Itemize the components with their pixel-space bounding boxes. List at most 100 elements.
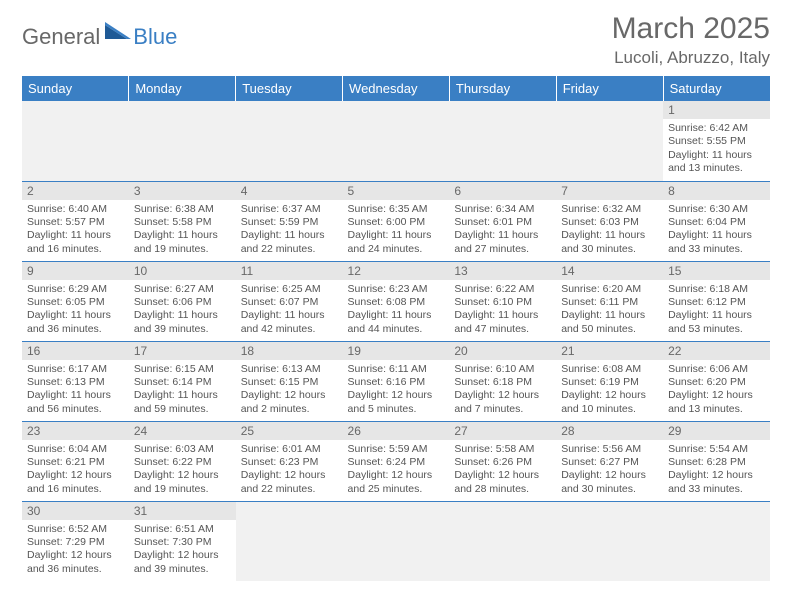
month-title: March 2025 [612, 12, 770, 46]
sunrise-text: Sunrise: 6:34 AM [454, 203, 551, 216]
sunrise-text: Sunrise: 5:58 AM [454, 443, 551, 456]
calendar-empty-cell [343, 501, 450, 581]
calendar-week-row: 2Sunrise: 6:40 AMSunset: 5:57 PMDaylight… [22, 181, 770, 261]
day-info: Sunrise: 6:17 AMSunset: 6:13 PMDaylight:… [22, 360, 129, 421]
day-info: Sunrise: 6:06 AMSunset: 6:20 PMDaylight:… [663, 360, 770, 421]
sunrise-text: Sunrise: 6:20 AM [561, 283, 658, 296]
calendar-day-cell: 9Sunrise: 6:29 AMSunset: 6:05 PMDaylight… [22, 261, 129, 341]
daylight-text: Daylight: 11 hours and 27 minutes. [454, 229, 551, 256]
calendar-table: SundayMondayTuesdayWednesdayThursdayFrid… [22, 76, 770, 581]
day-info: Sunrise: 6:42 AMSunset: 5:55 PMDaylight:… [663, 119, 770, 180]
calendar-day-cell: 7Sunrise: 6:32 AMSunset: 6:03 PMDaylight… [556, 181, 663, 261]
calendar-empty-cell [236, 501, 343, 581]
day-number: 16 [22, 342, 129, 360]
sunset-text: Sunset: 6:18 PM [454, 376, 551, 389]
sunset-text: Sunset: 6:20 PM [668, 376, 765, 389]
sunset-text: Sunset: 6:28 PM [668, 456, 765, 469]
sunset-text: Sunset: 5:55 PM [668, 135, 765, 148]
sunrise-text: Sunrise: 6:11 AM [348, 363, 445, 376]
daylight-text: Daylight: 11 hours and 59 minutes. [134, 389, 231, 416]
calendar-empty-cell [663, 501, 770, 581]
day-number: 11 [236, 262, 343, 280]
calendar-day-cell: 20Sunrise: 6:10 AMSunset: 6:18 PMDayligh… [449, 341, 556, 421]
calendar-week-row: 23Sunrise: 6:04 AMSunset: 6:21 PMDayligh… [22, 421, 770, 501]
daylight-text: Daylight: 11 hours and 13 minutes. [668, 149, 765, 176]
sunrise-text: Sunrise: 6:51 AM [134, 523, 231, 536]
sunset-text: Sunset: 6:03 PM [561, 216, 658, 229]
calendar-day-cell: 29Sunrise: 5:54 AMSunset: 6:28 PMDayligh… [663, 421, 770, 501]
daylight-text: Daylight: 11 hours and 50 minutes. [561, 309, 658, 336]
daylight-text: Daylight: 11 hours and 42 minutes. [241, 309, 338, 336]
calendar-day-cell: 17Sunrise: 6:15 AMSunset: 6:14 PMDayligh… [129, 341, 236, 421]
calendar-day-cell: 30Sunrise: 6:52 AMSunset: 7:29 PMDayligh… [22, 501, 129, 581]
daylight-text: Daylight: 11 hours and 33 minutes. [668, 229, 765, 256]
day-info: Sunrise: 6:38 AMSunset: 5:58 PMDaylight:… [129, 200, 236, 261]
day-number: 26 [343, 422, 450, 440]
daylight-text: Daylight: 11 hours and 53 minutes. [668, 309, 765, 336]
calendar-day-cell: 4Sunrise: 6:37 AMSunset: 5:59 PMDaylight… [236, 181, 343, 261]
sunrise-text: Sunrise: 6:25 AM [241, 283, 338, 296]
calendar-week-row: 1Sunrise: 6:42 AMSunset: 5:55 PMDaylight… [22, 101, 770, 181]
daylight-text: Daylight: 12 hours and 25 minutes. [348, 469, 445, 496]
sunset-text: Sunset: 6:00 PM [348, 216, 445, 229]
day-info: Sunrise: 6:03 AMSunset: 6:22 PMDaylight:… [129, 440, 236, 501]
logo-text-blue: Blue [133, 24, 177, 50]
day-info: Sunrise: 6:15 AMSunset: 6:14 PMDaylight:… [129, 360, 236, 421]
calendar-day-cell: 6Sunrise: 6:34 AMSunset: 6:01 PMDaylight… [449, 181, 556, 261]
sunset-text: Sunset: 6:21 PM [27, 456, 124, 469]
day-info: Sunrise: 6:11 AMSunset: 6:16 PMDaylight:… [343, 360, 450, 421]
day-info: Sunrise: 6:22 AMSunset: 6:10 PMDaylight:… [449, 280, 556, 341]
daylight-text: Daylight: 12 hours and 39 minutes. [134, 549, 231, 576]
sunset-text: Sunset: 6:07 PM [241, 296, 338, 309]
sunrise-text: Sunrise: 6:15 AM [134, 363, 231, 376]
daylight-text: Daylight: 12 hours and 13 minutes. [668, 389, 765, 416]
calendar-day-cell: 16Sunrise: 6:17 AMSunset: 6:13 PMDayligh… [22, 341, 129, 421]
day-info: Sunrise: 6:08 AMSunset: 6:19 PMDaylight:… [556, 360, 663, 421]
day-number: 18 [236, 342, 343, 360]
sunset-text: Sunset: 7:30 PM [134, 536, 231, 549]
sunrise-text: Sunrise: 5:54 AM [668, 443, 765, 456]
sunrise-text: Sunrise: 6:32 AM [561, 203, 658, 216]
sunrise-text: Sunrise: 6:03 AM [134, 443, 231, 456]
day-number: 17 [129, 342, 236, 360]
daylight-text: Daylight: 12 hours and 33 minutes. [668, 469, 765, 496]
day-info: Sunrise: 6:51 AMSunset: 7:30 PMDaylight:… [129, 520, 236, 581]
daylight-text: Daylight: 11 hours and 22 minutes. [241, 229, 338, 256]
calendar-empty-cell [556, 501, 663, 581]
calendar-day-cell: 22Sunrise: 6:06 AMSunset: 6:20 PMDayligh… [663, 341, 770, 421]
sunrise-text: Sunrise: 6:30 AM [668, 203, 765, 216]
sunrise-text: Sunrise: 6:06 AM [668, 363, 765, 376]
sunrise-text: Sunrise: 6:08 AM [561, 363, 658, 376]
day-info: Sunrise: 6:13 AMSunset: 6:15 PMDaylight:… [236, 360, 343, 421]
daylight-text: Daylight: 12 hours and 36 minutes. [27, 549, 124, 576]
day-number: 8 [663, 182, 770, 200]
day-info: Sunrise: 6:23 AMSunset: 6:08 PMDaylight:… [343, 280, 450, 341]
day-number: 4 [236, 182, 343, 200]
day-info: Sunrise: 6:30 AMSunset: 6:04 PMDaylight:… [663, 200, 770, 261]
sunset-text: Sunset: 6:23 PM [241, 456, 338, 469]
day-number: 21 [556, 342, 663, 360]
sunset-text: Sunset: 6:26 PM [454, 456, 551, 469]
daylight-text: Daylight: 12 hours and 28 minutes. [454, 469, 551, 496]
day-number: 23 [22, 422, 129, 440]
sunset-text: Sunset: 6:22 PM [134, 456, 231, 469]
day-number: 25 [236, 422, 343, 440]
day-info: Sunrise: 6:18 AMSunset: 6:12 PMDaylight:… [663, 280, 770, 341]
day-number: 31 [129, 502, 236, 520]
sunrise-text: Sunrise: 6:01 AM [241, 443, 338, 456]
daylight-text: Daylight: 11 hours and 39 minutes. [134, 309, 231, 336]
day-info: Sunrise: 5:54 AMSunset: 6:28 PMDaylight:… [663, 440, 770, 501]
calendar-day-cell: 3Sunrise: 6:38 AMSunset: 5:58 PMDaylight… [129, 181, 236, 261]
calendar-day-cell: 5Sunrise: 6:35 AMSunset: 6:00 PMDaylight… [343, 181, 450, 261]
calendar-empty-cell [449, 501, 556, 581]
day-info: Sunrise: 6:04 AMSunset: 6:21 PMDaylight:… [22, 440, 129, 501]
day-info: Sunrise: 6:34 AMSunset: 6:01 PMDaylight:… [449, 200, 556, 261]
day-number: 5 [343, 182, 450, 200]
calendar-body: 1Sunrise: 6:42 AMSunset: 5:55 PMDaylight… [22, 101, 770, 581]
logo: General Blue [22, 12, 177, 51]
day-info: Sunrise: 6:37 AMSunset: 5:59 PMDaylight:… [236, 200, 343, 261]
weekday-header: Monday [129, 76, 236, 101]
sunset-text: Sunset: 5:58 PM [134, 216, 231, 229]
sunrise-text: Sunrise: 6:13 AM [241, 363, 338, 376]
sunset-text: Sunset: 6:05 PM [27, 296, 124, 309]
